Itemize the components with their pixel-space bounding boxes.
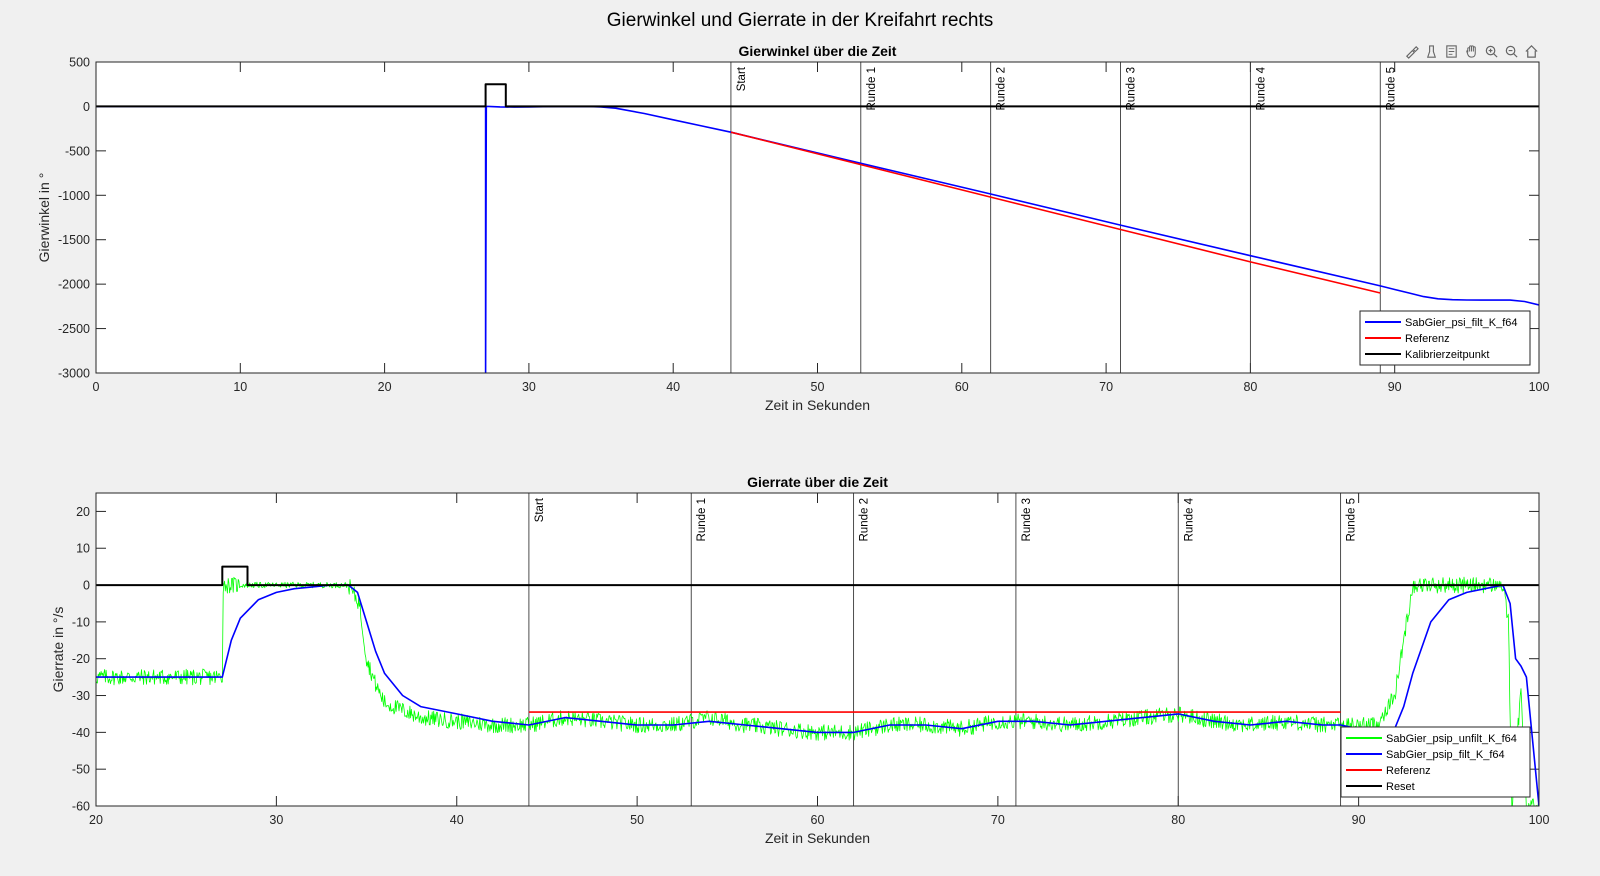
series-group <box>96 565 1539 812</box>
x-tick-label: 100 <box>1529 813 1550 827</box>
figure-title: Gierwinkel und Gierrate in der Kreifahrt… <box>606 10 994 31</box>
axes-frame <box>95 61 1540 374</box>
x-axis-label: Zeit in Sekunden <box>765 830 870 846</box>
x-tick-label: 20 <box>378 380 392 394</box>
zoom-in-icon[interactable] <box>1482 42 1500 60</box>
legend[interactable]: SabGier_psi_filt_K_f64 Referenz Kalibrierz… <box>1359 310 1531 366</box>
x-tick-label: 70 <box>991 813 1005 827</box>
x-tick-label: 30 <box>269 813 283 827</box>
x-tick-label: 10 <box>233 380 247 394</box>
x-tick-label: 90 <box>1352 813 1366 827</box>
y-tick-label: -50 <box>72 763 90 777</box>
home-icon[interactable] <box>1522 42 1540 60</box>
y-tick-label: -30 <box>72 689 90 703</box>
legend-entry: Referenz <box>1386 765 1431 777</box>
x-tick-label: 60 <box>955 380 969 394</box>
x-tick-label: 80 <box>1243 380 1257 394</box>
marker-label: Runde 2 <box>859 498 871 541</box>
y-tick-label: -20 <box>72 652 90 666</box>
y-tick-label: 0 <box>83 100 90 114</box>
y-tick-label: -1500 <box>58 233 90 247</box>
y-axis-label: Gierrate in °/s <box>50 607 66 693</box>
marker-label: Runde 1 <box>866 67 878 110</box>
series-line-1[interactable] <box>96 576 1539 812</box>
marker-label: Runde 1 <box>696 498 708 541</box>
x-tick-label: 50 <box>811 380 825 394</box>
y-tick-label: -3000 <box>58 367 90 381</box>
x-tick-label: 100 <box>1529 380 1550 394</box>
series-line-2[interactable] <box>96 584 1539 806</box>
y-tick-label: 20 <box>76 505 90 519</box>
x-tick-label: 80 <box>1171 813 1185 827</box>
marker-label: Start <box>534 497 546 522</box>
legend[interactable]: SabGier_psip_unfilt_K_f64 SabGier_psip_fi… <box>1340 726 1531 798</box>
x-tick-label: 90 <box>1388 380 1402 394</box>
axes-2[interactable]: Gierrate über die Zeit 20 30 40 50 60 70 80 90 10… <box>50 474 1549 846</box>
marker-label: Runde 5 <box>1385 67 1397 110</box>
legend-entry: SabGier_psip_filt_K_f64 <box>1386 749 1505 761</box>
axes-title: Gierwinkel über die Zeit <box>739 43 897 59</box>
marker-label: Runde 2 <box>996 67 1008 110</box>
marker-label: Start <box>736 66 748 91</box>
marker-label: Runde 3 <box>1021 498 1033 541</box>
marker-label: Runde 4 <box>1255 66 1267 110</box>
x-tick-label: 40 <box>666 380 680 394</box>
legend-entry: Kalibrierzeitpunkt <box>1405 349 1489 361</box>
x-axis-label: Zeit in Sekunden <box>765 397 870 413</box>
y-tick-label: -10 <box>72 615 90 629</box>
legend-entry: SabGier_psi_filt_K_f64 <box>1405 317 1518 329</box>
series-line-3[interactable] <box>96 83 1539 108</box>
x-tick-label: 30 <box>522 380 536 394</box>
y-tick-label: -2500 <box>58 322 90 336</box>
legend-entry: Reset <box>1386 781 1415 793</box>
y-tick-label: 10 <box>76 542 90 556</box>
plot-area[interactable] <box>96 493 1539 806</box>
zoom-out-icon[interactable] <box>1502 42 1520 60</box>
marker-label: Runde 3 <box>1126 67 1138 110</box>
legend-entry: Referenz <box>1405 333 1450 345</box>
brush-icon[interactable] <box>1402 42 1420 60</box>
series-line-4[interactable] <box>96 565 1539 587</box>
x-tick-label: 50 <box>630 813 644 827</box>
marker-label: Runde 5 <box>1346 498 1358 541</box>
x-tick-label: 0 <box>93 380 100 394</box>
axes-frame <box>95 492 1540 807</box>
x-tick-label: 60 <box>811 813 825 827</box>
marker-label: Runde 4 <box>1183 497 1195 541</box>
x-tick-label: 70 <box>1099 380 1113 394</box>
axes-1[interactable]: Gierwinkel über die Zeit 0 10 20 30 40 50 60 70 8… <box>36 43 1549 413</box>
y-tick-label: -1000 <box>58 189 90 203</box>
axes-title: Gierrate über die Zeit <box>747 474 888 490</box>
pan-icon[interactable] <box>1462 42 1480 60</box>
series-line-2[interactable] <box>730 131 1381 294</box>
y-tick-label: -2000 <box>58 278 90 292</box>
plot-area[interactable] <box>96 62 1539 373</box>
data-cursor-icon[interactable] <box>1442 42 1460 60</box>
y-tick-label: -60 <box>72 800 90 814</box>
x-tick-label: 40 <box>450 813 464 827</box>
data-tips-icon[interactable] <box>1422 42 1440 60</box>
y-tick-label: 500 <box>69 56 90 70</box>
legend-entry: SabGier_psip_unfilt_K_f64 <box>1386 733 1517 745</box>
x-tick-label: 20 <box>89 813 103 827</box>
y-axis-label: Gierwinkel in ° <box>36 173 52 263</box>
y-tick-label: 0 <box>83 579 90 593</box>
y-tick-label: -500 <box>65 144 90 158</box>
series-group <box>96 83 1539 373</box>
y-tick-label: -40 <box>72 726 90 740</box>
axes-toolbar <box>1402 41 1540 61</box>
